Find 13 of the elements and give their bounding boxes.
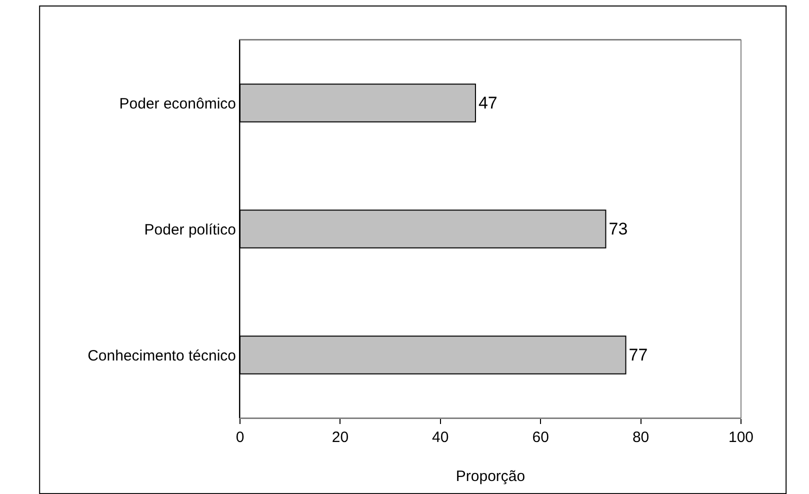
x-axis-title: Proporção xyxy=(456,468,526,485)
y-tick-label: Conhecimento técnico xyxy=(88,347,236,364)
y-tick-label: Poder político xyxy=(144,221,236,238)
x-tick-label: 60 xyxy=(532,429,549,446)
data-label: 73 xyxy=(608,220,628,238)
data-label: 77 xyxy=(628,346,648,364)
x-tick-label: 80 xyxy=(632,429,650,446)
x-tick-label: 40 xyxy=(432,429,449,446)
y-tick-label: Poder econômico xyxy=(119,95,236,112)
x-tick-label: 20 xyxy=(332,429,349,446)
data-label: 47 xyxy=(478,94,498,112)
x-tick-label: 0 xyxy=(236,429,244,446)
x-tick-label: 100 xyxy=(728,429,754,446)
